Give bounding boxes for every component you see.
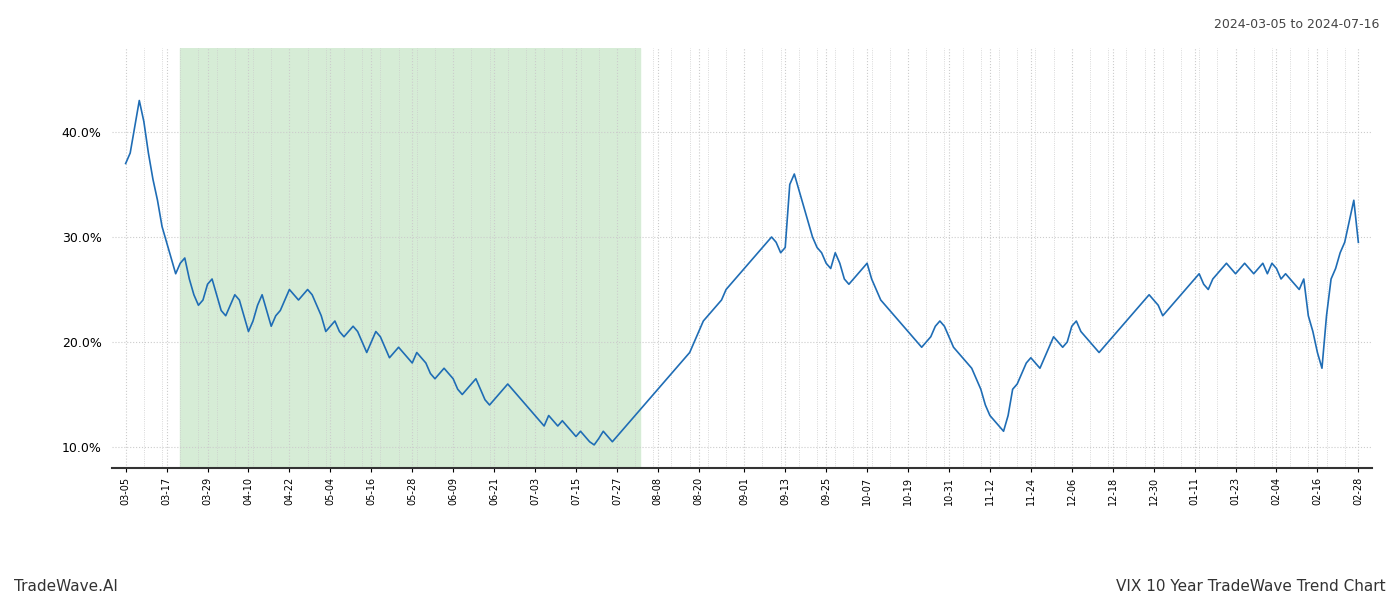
Bar: [181, 48, 640, 468]
Text: 2024-03-05 to 2024-07-16: 2024-03-05 to 2024-07-16: [1214, 18, 1379, 31]
Text: TradeWave.AI: TradeWave.AI: [14, 579, 118, 594]
Text: VIX 10 Year TradeWave Trend Chart: VIX 10 Year TradeWave Trend Chart: [1116, 579, 1386, 594]
